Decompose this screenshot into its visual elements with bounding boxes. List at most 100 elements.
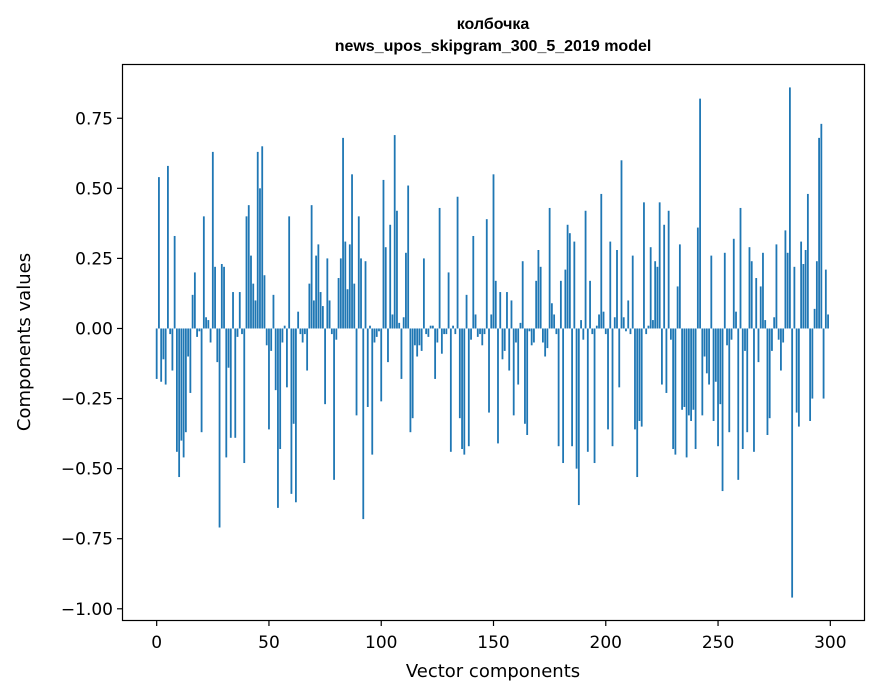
chart-subtitle: news_upos_skipgram_300_5_2019 model: [335, 38, 652, 55]
bar: [241, 328, 243, 335]
y-tick-label: −0.75: [61, 530, 113, 550]
bar: [456, 196, 459, 329]
bar: [283, 325, 286, 329]
bar: [324, 328, 326, 405]
y-tick-label: 0.25: [75, 249, 113, 269]
bar: [355, 328, 358, 416]
bar: [789, 87, 791, 329]
bar: [198, 328, 201, 332]
bar: [364, 261, 367, 329]
bar: [515, 328, 517, 343]
bar: [297, 311, 300, 329]
bar: [710, 255, 713, 329]
bar: [512, 328, 515, 416]
bar: [524, 328, 526, 424]
bar: [189, 328, 192, 393]
bar: [517, 328, 520, 385]
bar: [407, 185, 410, 329]
bar: [164, 328, 167, 385]
bar: [337, 278, 340, 329]
bar: [218, 328, 221, 528]
bar: [705, 328, 708, 374]
bar: [443, 328, 445, 335]
bar: [636, 328, 639, 478]
bar: [616, 250, 618, 329]
bar: [490, 314, 493, 329]
bar: [229, 328, 232, 438]
bar: [593, 328, 596, 464]
bar: [521, 261, 524, 329]
bar: [474, 314, 477, 329]
bar: [440, 328, 443, 354]
bar: [598, 314, 600, 329]
bar: [232, 292, 234, 329]
bar: [200, 328, 203, 433]
bar: [429, 325, 432, 329]
bar: [739, 207, 742, 329]
bar: [497, 328, 499, 444]
bar: [575, 328, 578, 469]
bar: [422, 258, 425, 329]
bar: [559, 280, 562, 329]
chart-title: колбочка: [457, 16, 530, 33]
bar: [791, 328, 794, 598]
bar: [414, 328, 416, 346]
y-axis-ticks: 0.75 0.50 0.25 0.00 −0.25 −0.50 −0.75 −1.00: [61, 109, 123, 620]
bar: [822, 328, 825, 399]
bar: [391, 314, 394, 329]
bar: [234, 328, 237, 438]
bar: [714, 328, 717, 382]
bar: [259, 188, 261, 329]
bar: [672, 328, 675, 450]
bar: [501, 328, 504, 360]
bar: [351, 174, 353, 329]
bar: [427, 328, 430, 337]
bar: [299, 328, 302, 335]
bar: [726, 328, 728, 346]
bar: [519, 322, 522, 329]
bar: [328, 300, 331, 329]
bar: [687, 328, 690, 416]
bar: [683, 328, 686, 407]
bar: [795, 328, 798, 413]
bar: [481, 328, 484, 346]
bar: [227, 328, 230, 368]
y-tick-label: 0.00: [75, 319, 113, 339]
bar: [737, 328, 740, 480]
bar: [396, 210, 398, 329]
bar: [530, 328, 533, 346]
bar: [800, 241, 803, 329]
bar: [804, 250, 807, 329]
plot-frame: [121, 63, 866, 622]
bar: [182, 328, 185, 458]
bar: [586, 328, 589, 452]
bar: [548, 207, 551, 329]
bar: [678, 244, 681, 329]
bar: [360, 258, 362, 329]
bar: [301, 328, 304, 343]
bar: [288, 216, 291, 329]
bar: [701, 328, 704, 416]
bar: [402, 317, 405, 329]
bar: [279, 328, 282, 450]
bar: [577, 328, 580, 506]
bar: [286, 328, 288, 388]
bar: [236, 328, 239, 337]
bar: [389, 224, 392, 329]
bar: [292, 328, 295, 424]
bar: [420, 328, 423, 351]
bar: [690, 328, 692, 421]
bar: [272, 294, 275, 329]
bar: [335, 328, 338, 340]
bar: [458, 328, 461, 419]
bar: [499, 292, 502, 329]
bar: [759, 286, 762, 329]
bar: [602, 311, 605, 329]
bar: [676, 286, 679, 329]
x-tick-label: 300: [814, 633, 846, 653]
bar: [409, 328, 412, 433]
bar: [674, 328, 677, 455]
bar: [261, 146, 264, 329]
bar: [333, 328, 335, 480]
bar: [618, 328, 621, 388]
